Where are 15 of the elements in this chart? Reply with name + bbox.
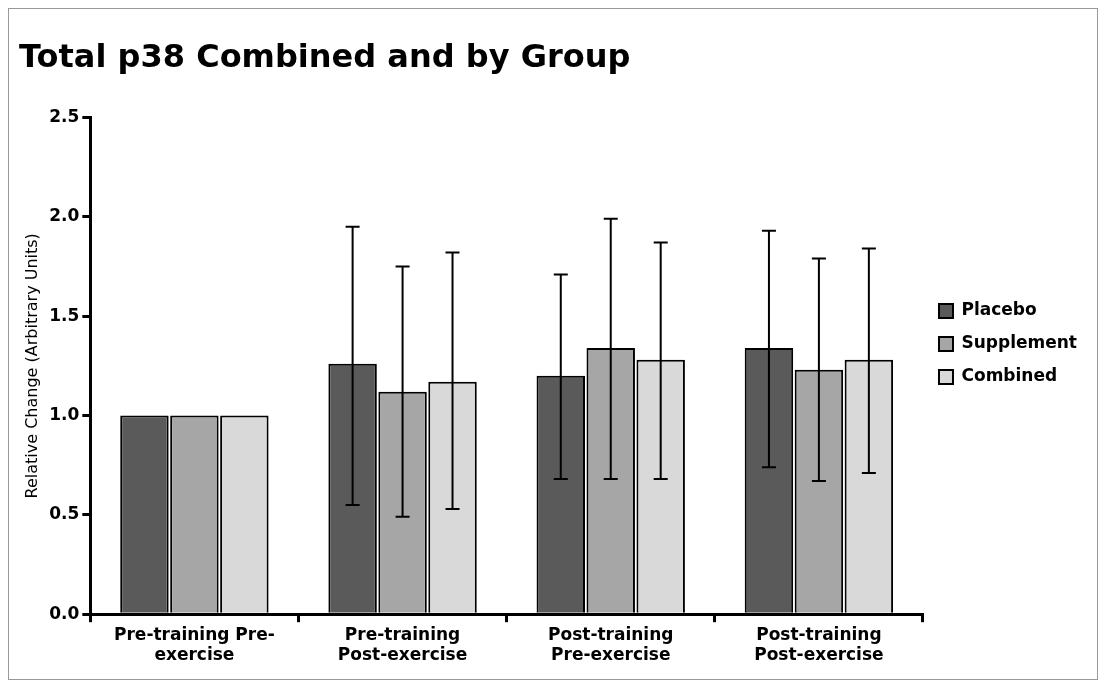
- legend-label: Placebo: [961, 299, 1037, 320]
- y-tick-label: 0.5: [49, 503, 80, 524]
- chart-title: Total p38 Combined and by Group: [19, 36, 631, 75]
- x-tick-label: Post-training Post-exercise: [754, 623, 884, 665]
- y-tick-label: 2.0: [49, 205, 80, 226]
- x-tick-label: Pre-training Pre-exercise: [114, 623, 275, 665]
- legend-label: Combined: [961, 365, 1058, 386]
- x-tick-label: Pre-training Post-exercise: [337, 623, 468, 665]
- x-tick-label: Post-training Pre-exercise: [548, 623, 674, 665]
- y-tick-label: 2.5: [49, 105, 80, 126]
- y-tick-label: 1.5: [49, 304, 80, 325]
- y-tick-label: 0.0: [49, 602, 80, 623]
- y-tick-label: 1.0: [49, 403, 80, 424]
- y-axis-title: Relative Change (Arbitrary Units): [21, 233, 41, 499]
- legend-label: Supplement: [961, 332, 1077, 353]
